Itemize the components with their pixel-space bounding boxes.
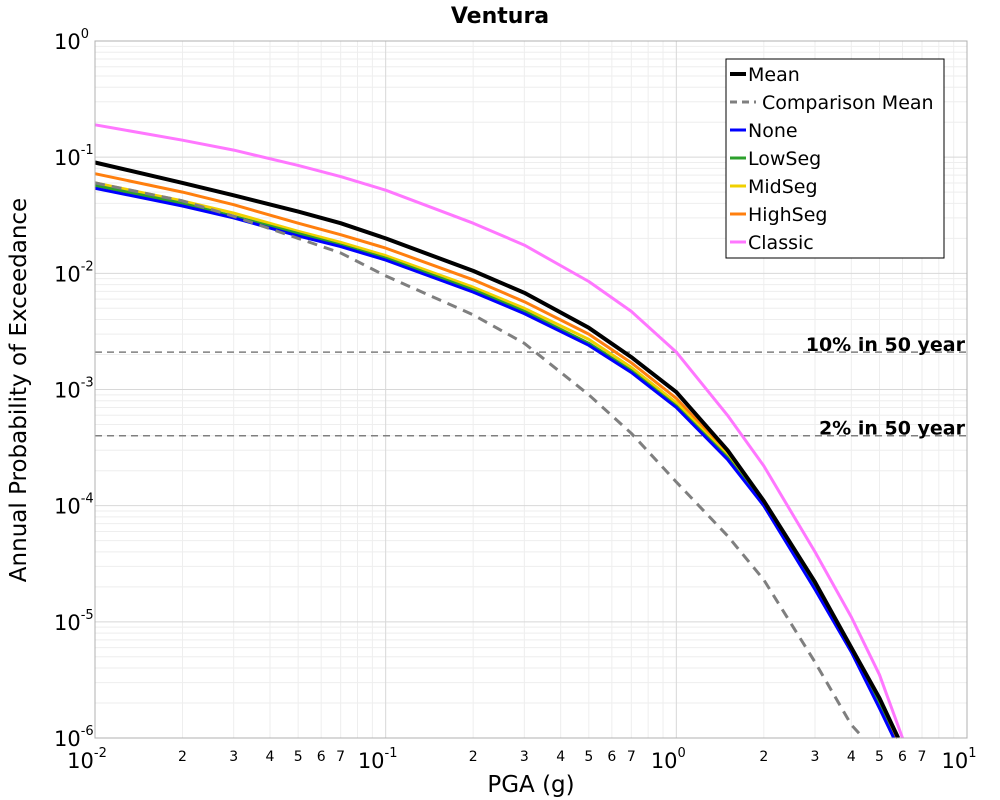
reference-line-label: 2% in 50 year [819,418,966,440]
y-major-tick-label: 10-4 [54,492,94,519]
legend-label: Comparison Mean [762,92,934,114]
legend-label: None [748,120,798,142]
y-major-tick-label: 10-6 [54,724,94,751]
x-minor-tick-label: 4 [556,749,565,765]
x-major-tick-label: 101 [941,746,976,773]
x-axis-label: PGA (g) [487,772,574,798]
x-minor-tick-label: 2 [178,749,187,765]
x-minor-tick-label: 6 [898,749,907,765]
y-major-tick-label: 10-2 [54,259,94,286]
x-minor-tick-label: 3 [811,749,820,765]
x-minor-tick-label: 2 [759,749,768,765]
plot-frame [94,40,968,739]
x-minor-tick-label: 7 [627,749,636,765]
legend-box [725,58,945,259]
x-minor-tick-label: 7 [918,749,927,765]
y-major-tick-label: 10-1 [54,143,94,170]
x-minor-tick-label: 2 [469,749,478,765]
x-minor-tick-label: 3 [229,749,238,765]
x-minor-tick-label: 5 [294,749,303,765]
legend-label: MidSeg [748,176,818,198]
series-line-mean [94,160,901,739]
legend: Mean Comparison Mean None LowSeg MidSeg HighS… [725,58,945,259]
x-minor-tick-label: 7 [336,749,345,765]
x-minor-tick-label: 6 [607,749,616,765]
x-major-tick-label: 10-2 [67,746,107,773]
plot-series [94,123,904,740]
x-major-tick-label: 100 [651,746,686,773]
legend-label: LowSeg [748,148,821,170]
y-major-tick-label: 100 [54,27,89,54]
y-major-tick-label: 10-3 [54,376,94,403]
y-major-tick-label: 10-5 [54,608,94,635]
reference-lines: 10% in 50 year 2% in 50 year [95,334,967,440]
series-line-comparison-mean [94,181,865,740]
x-minor-tick-label: 5 [875,749,884,765]
legend-label: Classic [748,232,814,254]
x-minor-tick-label: 6 [317,749,326,765]
legend-label: Mean [748,64,800,86]
series-line-classic [94,123,904,739]
x-minor-tick-label: 4 [266,749,275,765]
x-minor-tick-label: 5 [584,749,593,765]
y-axis-label: Annual Probability of Exceedance [6,198,32,582]
x-major-tick-label: 10-1 [358,746,398,773]
x-minor-tick-label: 3 [520,749,529,765]
x-minor-tick-label: 4 [847,749,856,765]
y-axis-ticks: 100 10-1 10-2 10-3 10-4 10-5 10-6 [54,27,94,751]
reference-line-label: 10% in 50 year [806,334,966,356]
chart-title: Ventura [451,4,549,29]
legend-label: HighSeg [748,204,827,226]
